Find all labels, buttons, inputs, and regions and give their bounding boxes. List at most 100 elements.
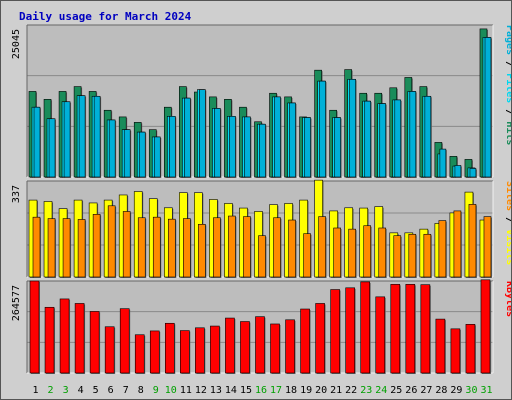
kbytes-bar: [360, 281, 371, 374]
kbytes-bar: [270, 323, 280, 374]
sites-bar: [243, 216, 251, 278]
sites-bar: [92, 214, 101, 278]
sites-bar: [303, 233, 311, 278]
x-tick-label-day: 23: [360, 385, 372, 396]
y-max-label-1: 25045: [11, 29, 22, 59]
x-tick-label-day: 3: [63, 385, 69, 396]
x-tick-label-day: 5: [93, 385, 99, 396]
pages-bar: [199, 89, 206, 178]
pages-bar: [454, 165, 462, 178]
x-tick-label-day: 25: [390, 385, 402, 396]
kbytes-bar: [300, 308, 310, 374]
x-tick-label-day: 9: [153, 385, 159, 396]
x-tick-label-day: 27: [420, 385, 432, 396]
pages-bar: [424, 95, 432, 178]
legend-separator: /: [504, 55, 511, 73]
x-tick-label-day: 31: [480, 385, 492, 396]
pages-bar: [334, 117, 341, 178]
legend-entry-sites: Sites: [504, 181, 511, 211]
x-tick-label-day: 6: [108, 385, 114, 396]
pages-bar: [214, 108, 221, 178]
pages-bar: [289, 102, 296, 178]
kbytes-bar: [210, 325, 220, 374]
pages-bar: [259, 123, 266, 178]
sites-bar: [107, 205, 116, 278]
kbytes-bar: [405, 284, 416, 374]
kbytes-bar: [390, 284, 401, 374]
y-max-label-3: 264577: [11, 285, 22, 321]
sites-bar: [152, 216, 161, 278]
kbytes-bar: [59, 298, 70, 374]
x-tick-label-day: 24: [375, 385, 387, 396]
legend-entry-hits: Hits: [504, 121, 511, 145]
legend-entry-pages: Pages: [504, 25, 511, 55]
sites-bar: [198, 223, 206, 278]
kbytes-bar: [119, 308, 130, 374]
x-tick-label-day: 7: [123, 385, 129, 396]
pages-bar: [93, 95, 101, 178]
pages-bar: [108, 119, 116, 178]
chart-title: Daily usage for March 2024: [19, 10, 192, 23]
x-tick-label-day: 8: [138, 385, 144, 396]
pages-bar: [304, 117, 311, 178]
legend-entry-files: Files: [504, 73, 511, 103]
sites-bar: [288, 219, 296, 278]
kbytes-bar: [240, 321, 250, 374]
pages-bar: [33, 106, 41, 178]
pages-bar: [364, 100, 372, 178]
x-tick-label-day: 2: [48, 385, 54, 396]
sites-bar: [423, 233, 432, 278]
sites-bar: [32, 216, 41, 278]
x-tick-label-day: 12: [195, 385, 207, 396]
x-tick-label-day: 16: [255, 385, 267, 396]
x-tick-label-day: 13: [210, 385, 222, 396]
legend-2: Sites / Visits: [504, 181, 511, 265]
kbytes-bar: [285, 319, 295, 374]
pages-bar: [319, 80, 326, 178]
kbytes-bar: [330, 289, 340, 374]
pages-bar: [349, 78, 356, 178]
kbytes-bar: [149, 330, 160, 374]
pages-bar: [379, 103, 387, 178]
pages-bar: [469, 168, 477, 178]
x-tick-label-day: 17: [270, 385, 282, 396]
sites-bar: [363, 225, 372, 278]
sites-bar: [393, 235, 402, 278]
pages-bar: [274, 96, 281, 178]
pages-bar: [63, 101, 71, 178]
sites-bar: [333, 227, 341, 278]
kbytes-bar: [180, 330, 190, 374]
kbytes-bar: [225, 317, 235, 374]
sites-bar: [378, 227, 387, 278]
pages-bar: [153, 136, 161, 178]
pages-bar: [138, 131, 146, 178]
sites-bar: [438, 220, 447, 278]
kbytes-bar: [315, 303, 325, 374]
sites-bar: [408, 233, 417, 278]
x-tick-label-day: 28: [435, 385, 447, 396]
sites-bar: [483, 216, 492, 278]
x-tick-label-day: 18: [285, 385, 297, 396]
sites-bar: [122, 211, 131, 278]
x-tick-label-day: 21: [330, 385, 342, 396]
pages-bar: [409, 91, 417, 178]
x-tick-label-day: 15: [240, 385, 252, 396]
x-tick-label-day: 14: [225, 385, 237, 396]
sites-bar: [167, 218, 176, 278]
legend-entry-kbytes: KBytes: [504, 281, 511, 317]
sites-bar: [468, 204, 477, 278]
y-max-label-2: 337: [11, 185, 22, 203]
x-tick-label-day: 4: [78, 385, 84, 396]
kbytes-bar: [195, 327, 205, 374]
legend-3: KBytes: [504, 281, 511, 317]
sites-bar: [213, 217, 221, 278]
pages-bar: [184, 97, 191, 178]
pages-bar: [394, 99, 402, 178]
kbytes-bar: [29, 280, 40, 374]
sites-bar: [62, 218, 71, 278]
kbytes-bar: [164, 322, 175, 374]
kbytes-bar: [375, 296, 386, 374]
kbytes-bar: [465, 324, 476, 374]
sites-bar: [348, 228, 356, 278]
